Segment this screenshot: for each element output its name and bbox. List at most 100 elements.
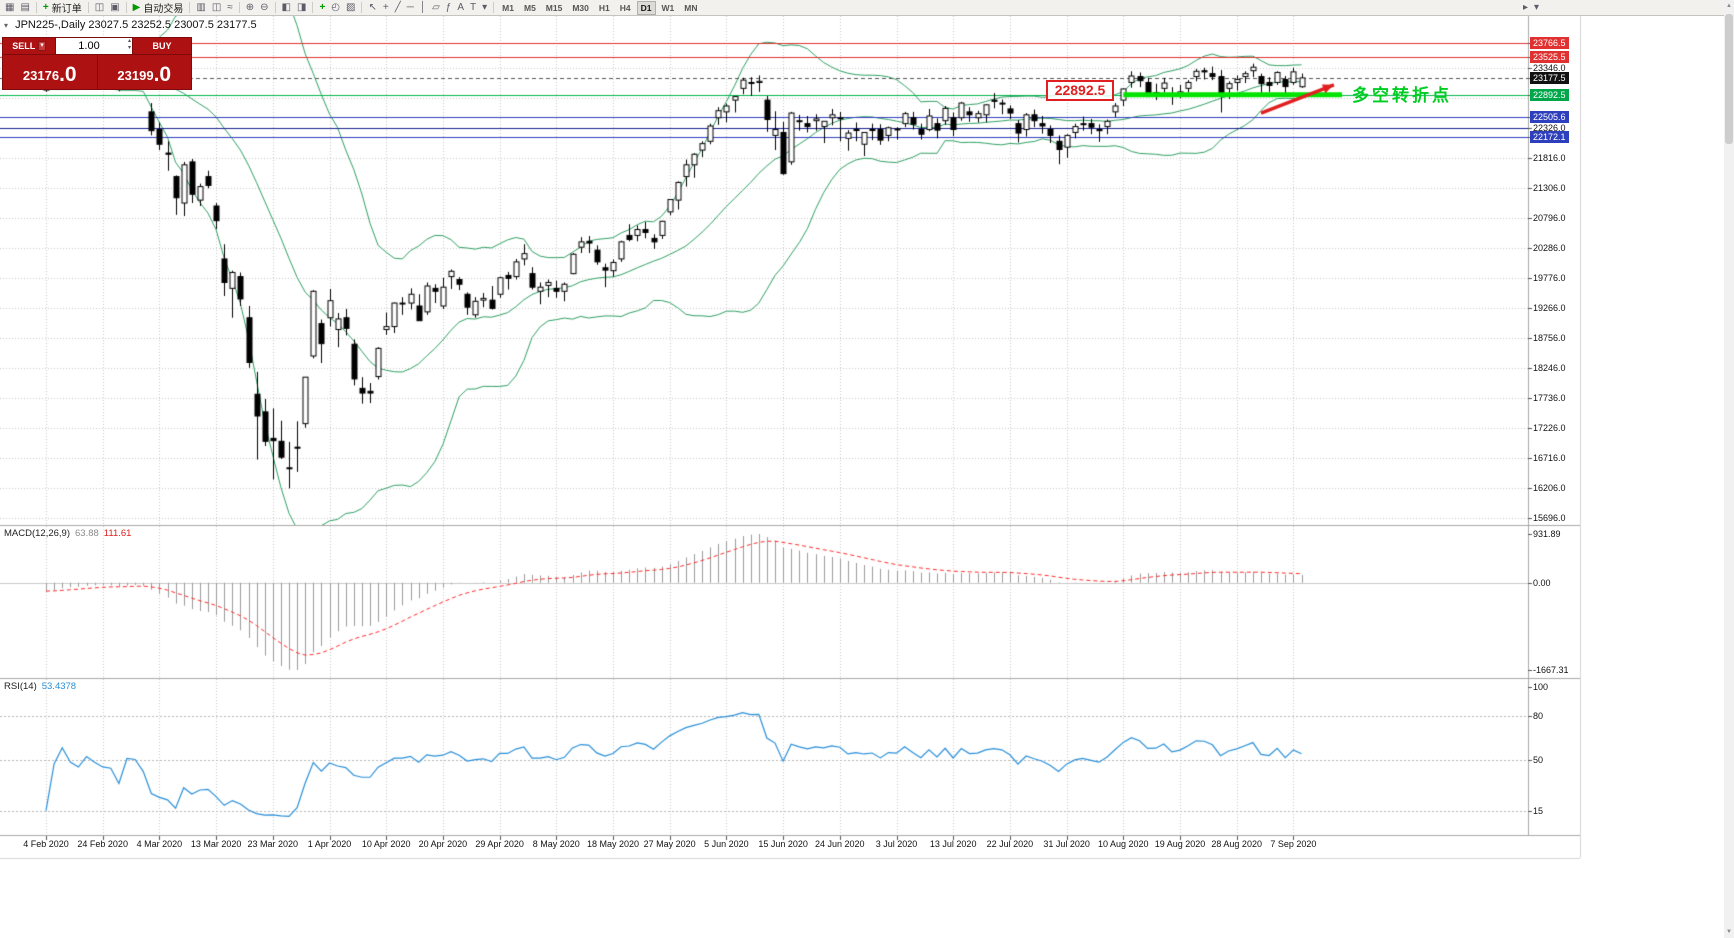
rsi-name: RSI(14) xyxy=(4,681,37,692)
price-axis-label: 17736.0 xyxy=(1533,393,1566,403)
zoom-in-button[interactable]: ⊕ xyxy=(244,1,256,14)
trendline-icon: ╱ xyxy=(394,2,401,13)
buy-tab[interactable]: BUY xyxy=(133,38,191,54)
price-tag-blue: 22172.1 xyxy=(1530,131,1569,144)
timeframe-mn[interactable]: MN xyxy=(684,2,698,13)
horizontal-line-button[interactable]: ─ xyxy=(405,1,416,14)
bar-chart-button[interactable]: ▥ xyxy=(194,1,207,14)
cascade-windows-button[interactable]: ◨ xyxy=(295,1,308,14)
buy-button[interactable]: 23199.0 xyxy=(97,55,191,89)
auto-trading-button[interactable]: ▶ 自动交易 xyxy=(131,1,186,15)
volume-down-icon[interactable]: ▾ xyxy=(127,45,131,51)
sell-tab[interactable]: SELL ▾ xyxy=(3,38,55,54)
buy-price-main: 23199 xyxy=(117,68,154,83)
shapes-button[interactable]: ▾ xyxy=(480,1,489,14)
macd-label: MACD(12,26,9) 63.88 111.61 xyxy=(4,528,131,539)
navigator-icon: ▣ xyxy=(110,2,120,13)
one-click-collapse-icon[interactable]: ▾ xyxy=(4,21,9,30)
sell-button[interactable]: 23176.0 xyxy=(3,55,97,89)
timeframe-m15[interactable]: M15 xyxy=(545,2,563,13)
timeframe-m5[interactable]: M5 xyxy=(523,2,536,13)
line-chart-button[interactable]: ≈ xyxy=(225,1,235,14)
sell-price-pips: .0 xyxy=(59,63,77,86)
new-order-button[interactable]: + 新订单 xyxy=(41,1,84,15)
timeframe-h4[interactable]: H4 xyxy=(619,2,631,13)
periods-button[interactable]: ◴ xyxy=(329,1,342,14)
date-axis-label: 18 May 2020 xyxy=(586,839,640,849)
toolbar-separator xyxy=(87,2,89,13)
price-axis-label: 15696.0 xyxy=(1533,513,1566,523)
scrollbar-up-icon[interactable]: ▲ xyxy=(1726,3,1732,9)
vertical-line-icon: │ xyxy=(419,2,427,13)
sell-options-caret-icon[interactable]: ▾ xyxy=(38,41,46,51)
add-indicator-icon: + xyxy=(319,2,326,13)
date-axis-label: 5 Jun 2020 xyxy=(704,839,749,849)
date-axis-label: 29 Apr 2020 xyxy=(475,839,524,849)
price-axis-label: 21306.0 xyxy=(1533,183,1566,193)
timeframe-m30[interactable]: M30 xyxy=(572,2,589,13)
new-order-icon: + xyxy=(42,2,49,13)
scrollbar-down-icon[interactable]: ▼ xyxy=(1726,929,1732,935)
zoom-out-icon: ⊖ xyxy=(260,2,269,13)
page-scrollbar[interactable]: ▲ ▼ xyxy=(1724,0,1734,938)
toolbar-more-icon: ▸ xyxy=(1523,2,1529,13)
profiles-button[interactable]: ▤ xyxy=(18,1,31,14)
add-indicator-button[interactable]: + xyxy=(317,1,327,14)
macd-axis-label: 931.89 xyxy=(1533,529,1561,539)
date-axis-label: 13 Mar 2020 xyxy=(190,839,242,849)
date-axis-label: 15 Jun 2020 xyxy=(758,839,808,849)
new-chart-button[interactable]: ▦ xyxy=(3,1,16,14)
zoom-in-icon: ⊕ xyxy=(245,2,255,13)
rsi-axis-label: 80 xyxy=(1533,711,1544,722)
timeframe-d1[interactable]: D1 xyxy=(636,0,656,15)
horizontal-line-icon: ─ xyxy=(406,2,414,13)
vertical-line-button[interactable]: │ xyxy=(418,1,428,14)
tile-windows-button[interactable]: ◧ xyxy=(280,1,293,14)
timeframe-h1[interactable]: H1 xyxy=(598,2,610,13)
crosshair-button[interactable]: + xyxy=(381,1,391,14)
timeframe-m1[interactable]: M1 xyxy=(502,2,514,13)
toolbar-more-button[interactable]: ▸ xyxy=(1521,1,1530,14)
one-click-trade-panel: SELL ▾ 1.00 ▴ ▾ BUY 23176.0 23199.0 xyxy=(2,37,192,90)
toolbar-customize-icon: ▾ xyxy=(1534,2,1540,13)
cursor-icon: ↖ xyxy=(368,2,377,13)
text-label-button[interactable]: A xyxy=(455,1,466,14)
market-watch-button[interactable]: ◫ xyxy=(93,1,106,14)
date-axis-label: 4 Feb 2020 xyxy=(23,839,69,849)
date-axis-label: 28 Aug 2020 xyxy=(1211,839,1262,849)
volume-up-icon[interactable]: ▴ xyxy=(127,38,131,44)
zoom-out-button[interactable]: ⊖ xyxy=(258,1,270,14)
sell-price-main: 23176 xyxy=(22,68,60,83)
fibonacci-button[interactable]: ƒ xyxy=(444,1,454,14)
volume-input[interactable]: 1.00 ▴ ▾ xyxy=(56,38,132,54)
date-axis-label: 3 Jul 2020 xyxy=(875,839,918,849)
date-axis-label: 1 Apr 2020 xyxy=(307,839,352,849)
price-axis-label: 19266.0 xyxy=(1533,303,1566,313)
navigator-button[interactable]: ▣ xyxy=(108,1,121,14)
trendline-button[interactable]: ╱ xyxy=(393,1,403,14)
arrows-tool-button[interactable]: T xyxy=(468,1,478,14)
price-tag-green: 22892.5 xyxy=(1530,88,1569,101)
scrollbar-thumb[interactable] xyxy=(1725,14,1733,144)
cascade-windows-icon: ◨ xyxy=(297,2,307,13)
main-toolbar: ▦ ▤ + 新订单 ◫ ▣ ▶ 自动交易 ▥ ◫ ≈ ⊕ ⊖ ◧ ◨ + ◴ ▨ ↖ + ╱ ─ │ ▱ ƒ A T ▾ M1 M5 M15… xyxy=(0,0,1734,16)
profiles-icon: ▤ xyxy=(20,2,30,13)
price-axis-label: 18756.0 xyxy=(1533,333,1566,343)
candlestick-chart-button[interactable]: ◫ xyxy=(210,1,223,14)
timeframe-w1[interactable]: W1 xyxy=(661,2,675,13)
templates-button[interactable]: ▨ xyxy=(344,1,357,14)
toolbar-separator xyxy=(274,2,276,13)
auto-trading-label: 自动交易 xyxy=(143,4,184,15)
toolbar-customize-button[interactable]: ▾ xyxy=(1532,1,1541,14)
chart-info-text: JPN225-,Daily 23027.5 23252.5 23007.5 23… xyxy=(15,19,257,31)
toolbar-items: ▦ ▤ + 新订单 ◫ ▣ ▶ 自动交易 ▥ ◫ ≈ ⊕ ⊖ ◧ ◨ + ◴ ▨ ↖ + ╱ ─ │ ▱ ƒ A T ▾ M1 M5 M15… xyxy=(0,0,703,15)
equidistant-channel-button[interactable]: ▱ xyxy=(430,1,442,14)
date-axis-label: 10 Apr 2020 xyxy=(361,839,411,849)
buy-label: BUY xyxy=(152,41,172,51)
price-axis-label: 20796.0 xyxy=(1533,213,1566,223)
price-axis-label: 16716.0 xyxy=(1533,453,1566,463)
macd-main-value: 63.88 xyxy=(75,528,99,539)
date-axis-label: 13 Jul 2020 xyxy=(929,839,977,849)
cursor-button[interactable]: ↖ xyxy=(366,1,378,14)
